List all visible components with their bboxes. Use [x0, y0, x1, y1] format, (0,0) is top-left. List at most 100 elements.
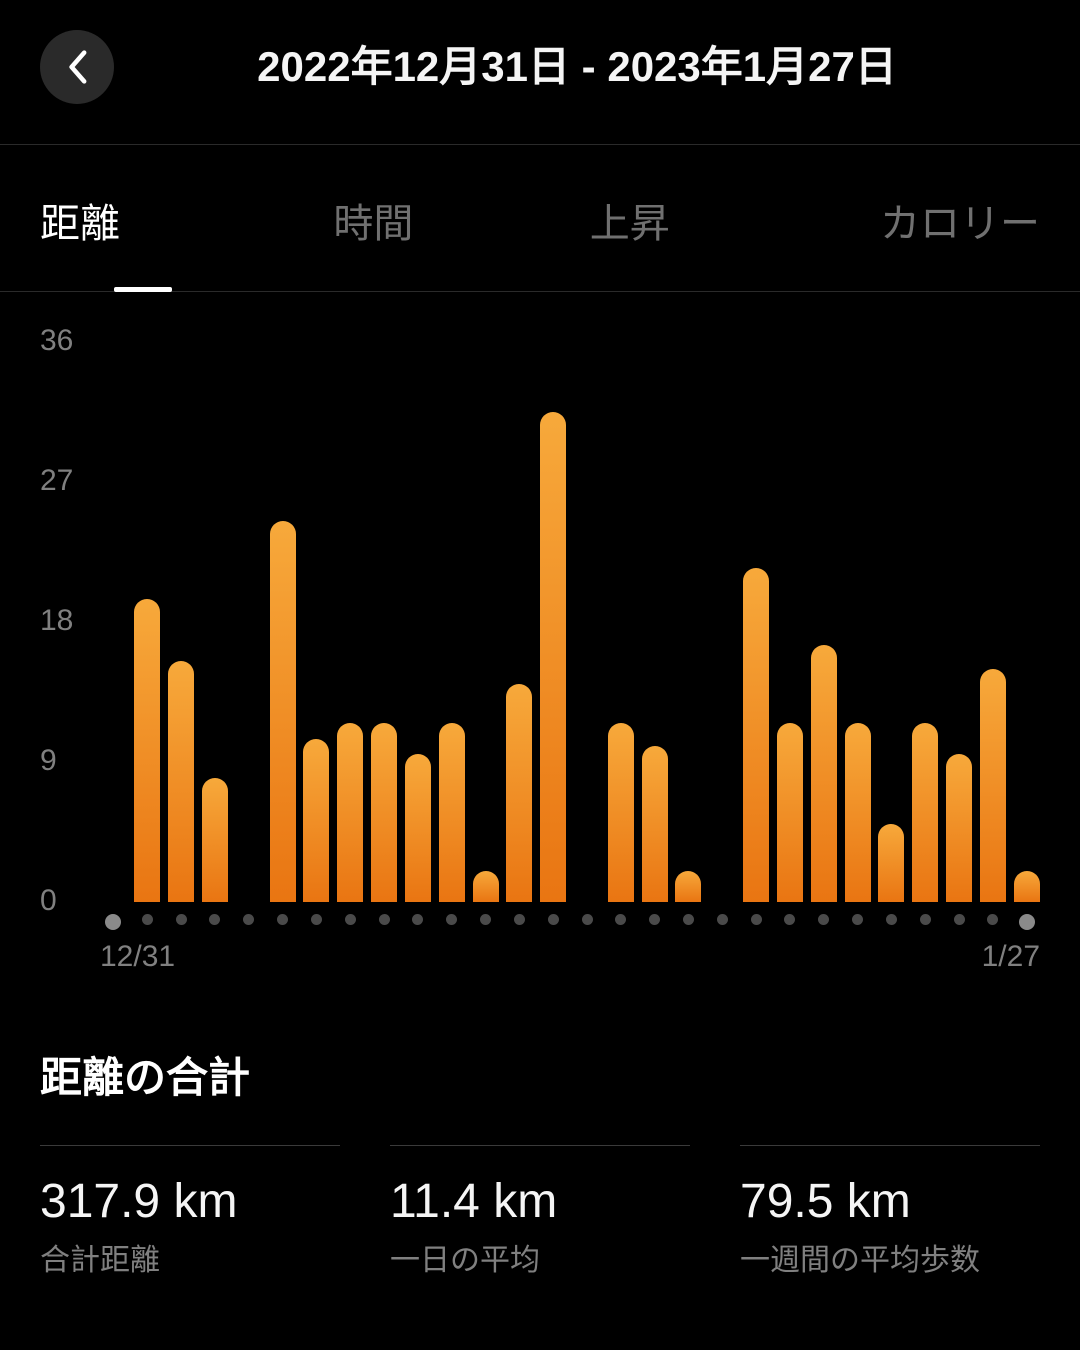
x-dot — [379, 914, 390, 925]
bar[interactable] — [811, 645, 837, 902]
dot-slot — [134, 914, 161, 930]
bar[interactable] — [134, 599, 160, 902]
bar[interactable] — [845, 723, 871, 902]
x-dot — [243, 914, 254, 925]
summary-section: 距離の合計 317.9 km合計距離11.4 km一日の平均79.5 km一週間… — [0, 994, 1080, 1279]
x-label-start: 12/31 — [100, 940, 175, 974]
dot-slot — [235, 914, 262, 930]
tab-1[interactable]: 時間 — [245, 145, 501, 291]
stat-block-1: 11.4 km 一日の平均 — [390, 1145, 690, 1279]
bar-slot — [641, 342, 668, 902]
bar-slot — [506, 342, 533, 902]
bar-slot — [100, 342, 127, 902]
bar-slot — [980, 342, 1007, 902]
bar[interactable] — [405, 754, 431, 902]
bar[interactable] — [980, 669, 1006, 902]
dot-slot — [607, 914, 634, 930]
y-tick: 9 — [40, 744, 57, 778]
tab-0[interactable]: 距離 — [40, 145, 245, 291]
bar[interactable] — [878, 824, 904, 902]
bar[interactable] — [675, 871, 701, 902]
chart-container: 09182736 — [90, 342, 1040, 902]
x-dot — [852, 914, 863, 925]
bar[interactable] — [946, 754, 972, 902]
dot-slot — [777, 914, 804, 930]
dot-slot — [810, 914, 837, 930]
bar[interactable] — [270, 521, 296, 902]
bar-slot — [844, 342, 871, 902]
x-dot — [717, 914, 728, 925]
x-dot — [683, 914, 694, 925]
tabs-row: 距離時間上昇カロリー — [0, 145, 1080, 292]
stat-label: 合計距離 — [40, 1235, 340, 1279]
dot-slot — [844, 914, 871, 930]
bar-slot — [168, 342, 195, 902]
tab-3[interactable]: カロリー — [758, 145, 1040, 291]
dot-slot — [303, 914, 330, 930]
dot-slot — [946, 914, 973, 930]
bar[interactable] — [777, 723, 803, 902]
x-dot — [311, 914, 322, 925]
x-label-end: 1/27 — [982, 940, 1040, 974]
dot-slot — [506, 914, 533, 930]
stat-value: 11.4 km — [390, 1174, 690, 1229]
x-dot — [784, 914, 795, 925]
dot-slot — [709, 914, 736, 930]
dot-slot — [878, 914, 905, 930]
bar[interactable] — [743, 568, 769, 902]
bar[interactable] — [473, 871, 499, 902]
x-dot — [548, 914, 559, 925]
stat-label: 一日の平均 — [390, 1235, 690, 1279]
tab-2[interactable]: 上昇 — [502, 145, 758, 291]
x-dot — [345, 914, 356, 925]
bar-slot — [946, 342, 973, 902]
dot-slot — [1013, 914, 1040, 930]
bar[interactable] — [202, 778, 228, 902]
header: 2022年12月31日 - 2023年1月27日 — [0, 0, 1080, 144]
back-button[interactable] — [40, 30, 114, 104]
page-title: 2022年12月31日 - 2023年1月27日 — [114, 39, 1040, 96]
bar[interactable] — [506, 684, 532, 902]
dot-slot — [404, 914, 431, 930]
dot-slot — [168, 914, 195, 930]
x-dot — [886, 914, 897, 925]
bar-slot — [371, 342, 398, 902]
bar[interactable] — [912, 723, 938, 902]
bar[interactable] — [540, 412, 566, 902]
bar-slot — [438, 342, 465, 902]
x-dot — [277, 914, 288, 925]
y-tick: 27 — [40, 464, 73, 498]
bar[interactable] — [303, 739, 329, 902]
dot-slot — [641, 914, 668, 930]
bar-slot — [912, 342, 939, 902]
dot-slot — [269, 914, 296, 930]
x-dot — [1019, 914, 1035, 930]
bar-slot — [303, 342, 330, 902]
stat-block-2: 79.5 km一週間の平均歩数 — [740, 1145, 1040, 1279]
x-axis-labels: 12/31 1/27 — [100, 940, 1040, 974]
x-dot — [818, 914, 829, 925]
dot-slot — [540, 914, 567, 930]
dot-slot — [743, 914, 770, 930]
stat-block-0: 317.9 km合計距離 — [40, 1145, 340, 1279]
bar[interactable] — [642, 746, 668, 902]
x-dot — [954, 914, 965, 925]
bar-slot — [235, 342, 262, 902]
bar[interactable] — [1014, 871, 1040, 902]
bar-slot — [607, 342, 634, 902]
dot-slot — [100, 914, 127, 930]
x-dot — [105, 914, 121, 930]
dot-slot — [675, 914, 702, 930]
x-dot — [209, 914, 220, 925]
bar-slot — [777, 342, 804, 902]
bar[interactable] — [608, 723, 634, 902]
bar-slot — [810, 342, 837, 902]
bar[interactable] — [439, 723, 465, 902]
bar-slot — [1013, 342, 1040, 902]
bar[interactable] — [337, 723, 363, 902]
bar-slot — [337, 342, 364, 902]
bar[interactable] — [168, 661, 194, 902]
x-axis-dots — [100, 914, 1040, 930]
dot-slot — [438, 914, 465, 930]
bar[interactable] — [371, 723, 397, 902]
